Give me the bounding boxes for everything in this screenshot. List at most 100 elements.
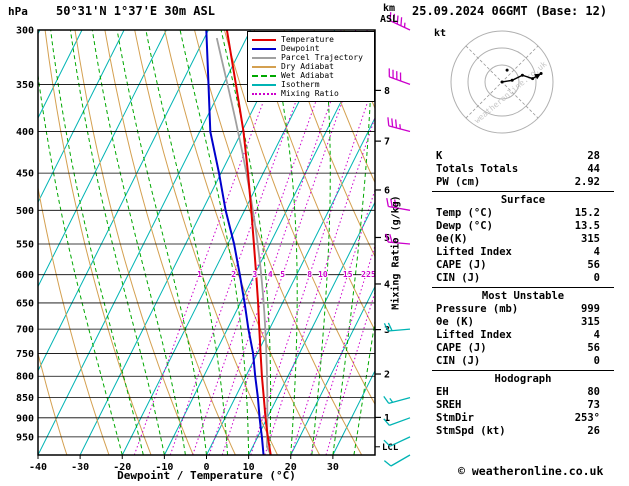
stat-value: 28 [587,150,600,162]
svg-text:450: 450 [16,169,34,180]
svg-text:20: 20 [285,462,297,473]
stat-label: Totals Totals [436,163,519,175]
legend-label: Wet Adiabat [281,71,334,80]
stat-row: K 28 [432,150,614,163]
stat-label: Pressure (mb) [436,303,519,315]
stat-row: θe (K) 315 [432,316,614,329]
legend-label: Dry Adiabat [281,62,334,71]
legend-item-mixing-ratio: Mixing Ratio [252,89,370,98]
svg-text:10: 10 [243,462,255,473]
hodograph-plot: weatheronline.co.uk [450,30,554,134]
stat-row: SREH 73 [432,399,614,412]
dewpoint-line-sample [252,47,276,50]
stat-row: Pressure (mb) 999 [432,303,614,316]
stat-value: 4 [593,329,600,341]
hodograph-unit-label: kt [434,28,447,39]
pressure-axis-unit: hPa [8,5,28,18]
pressure-tick-labels: 300 350 400 450 500 550 600 650 700 750 800 850 900 9… [16,26,34,444]
temperature-line-sample [252,38,276,41]
lcl-label: LCL [382,443,399,453]
temperature-trace [225,30,272,455]
svg-text:300: 300 [16,26,34,37]
altitude-axis-unit-km: km [383,3,396,14]
wet-adiabat-line-sample [252,74,276,77]
svg-text:5: 5 [280,270,285,279]
stat-value: 253° [574,412,600,424]
stats-panel: K 28 Totals Totals 44 PW (cm) 2.92 Surface Temp… [432,150,614,438]
svg-text:3: 3 [252,270,257,279]
stat-value: 56 [587,342,600,354]
svg-text:1: 1 [197,270,202,279]
svg-text:550: 550 [16,239,34,250]
stat-row: StmDir 253° [432,412,614,425]
legend-label: Dewpoint [281,44,320,53]
mixing-ratio-line-sample [252,92,276,95]
stat-label: Dewp (°C) [436,220,493,232]
legend-item-dry-adiabat: Dry Adiabat [252,62,370,71]
stat-value: 26 [587,425,600,437]
stats-section-most-unstable: Most Unstable Pressure (mb) 999 θe (K) 315 Li… [432,287,614,368]
run-datetime: 25.09.2024 06GMT (Base: 12) [412,4,608,18]
stat-value: 315 [581,316,600,328]
svg-text:3: 3 [384,325,390,336]
stat-label: Temp (°C) [436,207,493,219]
stat-value: 2.92 [574,176,600,188]
stat-value: 4 [593,246,600,258]
svg-text:750: 750 [16,349,34,360]
svg-text:-10: -10 [155,462,173,473]
stat-row: StmSpd (kt) 26 [432,425,614,438]
stat-label: StmSpd (kt) [436,425,506,437]
stat-row: CAPE (J) 56 [432,342,614,355]
stat-row: Lifted Index 4 [432,246,614,259]
stat-label: SREH [436,399,462,411]
stat-value: 999 [581,303,600,315]
isotherm-lines [38,30,375,455]
plot-border [37,29,376,456]
stat-label: CAPE (J) [436,259,487,271]
svg-text:4: 4 [384,279,390,290]
svg-text:400: 400 [16,127,34,138]
stat-row: CIN (J) 0 [432,355,614,368]
wind-barbs [383,12,411,467]
svg-text:650: 650 [16,298,34,309]
stat-label: θe (K) [436,316,474,328]
stat-row: EH 80 [432,386,614,399]
legend-item-wet-adiabat: Wet Adiabat [252,71,370,80]
svg-text:8: 8 [384,86,390,97]
dry-adiabat-line-sample [252,65,276,68]
stat-value: 13.5 [574,220,600,232]
stat-value: 56 [587,259,600,271]
stat-label: CAPE (J) [436,342,487,354]
svg-text:850: 850 [16,393,34,404]
stats-section-title: Surface [500,194,546,206]
stat-label: Lifted Index [436,329,512,341]
x-axis-title: Dewpoint / Temperature (°C) [117,469,296,482]
temp-tick-labels: -40 -30 -20 -10 0 10 20 30 [29,455,339,473]
svg-text:15: 15 [343,270,353,279]
stat-row: Totals Totals 44 [432,163,614,176]
stat-label: Lifted Index [436,246,512,258]
svg-text:350: 350 [16,80,34,91]
stat-value: 315 [581,233,600,245]
stat-value: 15.2 [574,207,600,219]
stat-label: PW (cm) [436,176,481,188]
svg-text:-30: -30 [71,462,89,473]
svg-text:700: 700 [16,325,34,336]
svg-text:30: 30 [327,462,339,473]
legend-label: Mixing Ratio [281,89,339,98]
stat-row: Temp (°C) 15.2 [432,207,614,220]
svg-text:-40: -40 [29,462,47,473]
stats-section-hodograph: Hodograph EH 80 SREH 73 StmDir 253° StmSpd (kt)… [432,370,614,438]
stat-row: Dewp (°C) 13.5 [432,220,614,233]
legend-item-isotherm: Isotherm [252,80,370,89]
svg-text:800: 800 [16,372,34,383]
stats-section-title: Hodograph [494,373,552,385]
altitude-axis-unit-asl: ASL [380,14,399,25]
svg-text:25: 25 [366,270,376,279]
svg-text:6: 6 [384,185,390,196]
stat-row: θe(K) 315 [432,233,614,246]
copyright-credit: © weatheronline.co.uk [458,464,604,478]
